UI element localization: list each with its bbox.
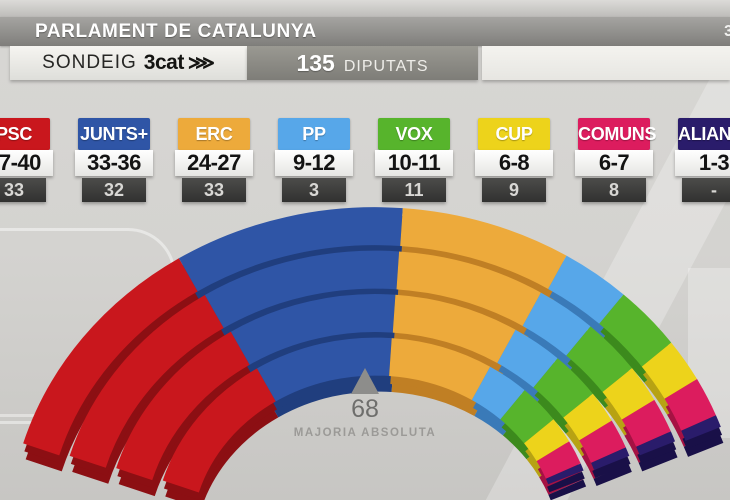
seat-arc-ALIANÇA (636, 431, 676, 456)
party-name: CUP (478, 118, 550, 150)
total-seats-value: 135 (296, 50, 335, 76)
seat-arc-ALIANÇA-side (548, 479, 587, 500)
header-white-panel (482, 46, 730, 80)
seat-arc-COMUNS (579, 420, 626, 464)
seat-arc-ALIANÇA-side (592, 455, 631, 479)
total-seats-label: DIPUTATS (343, 58, 429, 75)
party-seat-range: 33-36 (75, 150, 153, 176)
party-card: ALIANÇA1-3- (675, 118, 730, 202)
diputats-panel: 135 DIPUTATS (247, 46, 478, 80)
seat-arc-COMUNS (664, 379, 716, 431)
party-seat-range: 1-3 (675, 150, 730, 176)
seat-arc-COMUNS (536, 441, 581, 480)
seat-arc-ALIANÇA (681, 415, 721, 442)
seat-arc-JUNTS+ (257, 337, 392, 402)
seat-arc-VOX (500, 390, 554, 444)
seat-arc-PP (547, 255, 624, 324)
header-title-bar: PARLAMENT DE CATALUNYA 3 (0, 17, 730, 46)
hemicycle-row-1 (23, 207, 724, 472)
seat-arc-ERC (396, 251, 541, 327)
channel-corner-mark: 3 (724, 23, 730, 40)
seat-arc-ERC (400, 208, 567, 290)
seat-arc-JUNTS+ (178, 207, 403, 292)
party-seat-range: 9-12 (275, 150, 353, 176)
hemicycle-row-2 (69, 250, 678, 485)
seat-arc-VOX (533, 358, 593, 419)
party-seat-range: 24-27 (175, 150, 253, 176)
party-previous-seats: 32 (82, 178, 146, 202)
party-name: PSC (0, 118, 50, 150)
party-previous-seats: 11 (382, 178, 446, 202)
seat-arc-PSC (23, 258, 198, 456)
party-card: PP 9-12 3 (275, 118, 353, 202)
seat-arc-JUNTS+ (230, 294, 396, 365)
seat-arc-ALIANÇA (545, 463, 584, 485)
majority-label: MAJORIA ABSOLUTA (293, 427, 437, 439)
party-card: VOX 10-11 11 (375, 118, 453, 202)
party-card: COMUNS 6-7 8 (575, 118, 657, 202)
seat-arc-VOX (566, 326, 633, 393)
seat-arc-ERC (392, 294, 516, 364)
seat-arc-CUP (641, 342, 698, 400)
seat-arc-CUP (523, 419, 570, 462)
seat-arc-ALIANÇA (591, 447, 630, 471)
party-card: CUP 6-8 9 (475, 118, 553, 202)
3cat-wing-icon: ⋙ (187, 52, 215, 74)
seat-arc-PSC (116, 331, 250, 481)
party-previous-seats: - (682, 178, 730, 202)
seat-arc-PP (471, 366, 525, 420)
seat-arc-ALIANÇA-side (593, 463, 632, 487)
party-seat-range: 37-40 (0, 150, 53, 176)
party-card: JUNTS+ 33-36 32 (75, 118, 153, 202)
party-seat-range: 6-7 (575, 150, 653, 176)
header-top-strip (0, 0, 730, 17)
seat-arc-CUP (563, 393, 612, 441)
party-previous-seats: 3 (282, 178, 346, 202)
party-previous-seats: 9 (482, 178, 546, 202)
majority-marker: 68 MAJORIA ABSOLUTA (265, 368, 465, 439)
header-sub-row: SONDEIG 3cat ⋙ 135 DIPUTATS (0, 46, 730, 80)
majority-triangle-icon (351, 368, 379, 394)
seat-arc-ALIANÇA-side (547, 471, 585, 493)
party-name: JUNTS+ (78, 118, 150, 150)
sondeig-label: SONDEIG (42, 52, 137, 73)
seat-arc-VOX (599, 294, 672, 367)
seat-arc-PP (496, 329, 558, 388)
seat-arc-PP (522, 292, 591, 356)
party-name: ERC (178, 118, 250, 150)
seat-arc-COMUNS (621, 399, 671, 448)
party-card: ERC 24-27 33 (175, 118, 253, 202)
sondeig-panel: SONDEIG 3cat ⋙ (10, 46, 247, 80)
hemicycle-row-4 (162, 337, 587, 500)
majority-seats: 68 (351, 395, 379, 423)
party-previous-seats: 33 (182, 178, 246, 202)
party-seat-range: 6-8 (475, 150, 553, 176)
seat-arc-CUP (602, 368, 655, 420)
seat-arc-ERC (388, 338, 491, 401)
seat-arc-PSC (162, 368, 277, 493)
party-seat-range: 10-11 (375, 150, 453, 176)
party-previous-seats: 8 (582, 178, 646, 202)
party-name: PP (278, 118, 350, 150)
hemicycle-row-3 (116, 294, 632, 497)
party-name: VOX (378, 118, 450, 150)
party-previous-seats: 33 (0, 178, 46, 202)
seat-arc-JUNTS+ (204, 250, 400, 329)
party-name: ALIANÇA (678, 118, 730, 150)
3cat-logo: 3cat (143, 51, 185, 74)
page-title: PARLAMENT DE CATALUNYA (35, 21, 317, 42)
seat-arc-PSC (69, 294, 224, 469)
party-name: COMUNS (578, 118, 657, 150)
